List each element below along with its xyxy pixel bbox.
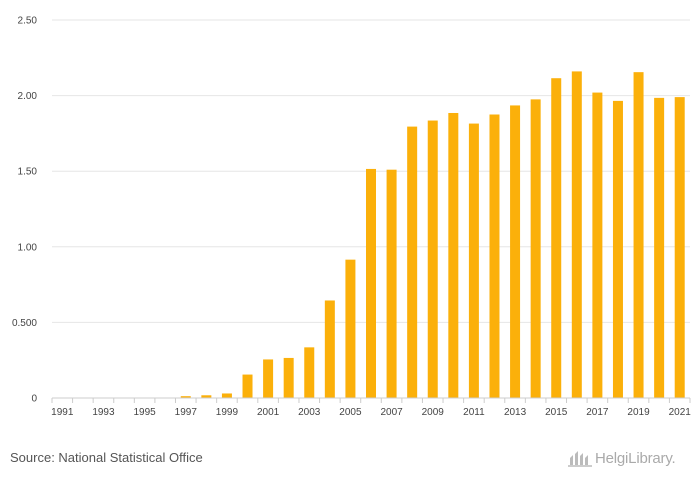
bars (180, 71, 685, 399)
x-tick-label: 1999 (216, 407, 239, 418)
y-axis-tick-labels: 0 0.500 1.00 1.50 2.00 2.50 (12, 16, 37, 405)
x-tick-label: 2019 (627, 407, 650, 418)
bar-1998[interactable] (201, 395, 212, 398)
bar-2011[interactable] (468, 123, 479, 399)
bar-2009[interactable] (427, 120, 438, 398)
x-tick-label: 1997 (175, 407, 198, 418)
y-tick-label: 1.00 (18, 242, 38, 253)
bar-1997[interactable] (180, 396, 191, 398)
bar-2006[interactable] (366, 168, 376, 398)
bar-2015[interactable] (551, 78, 562, 398)
bar-2013[interactable] (510, 105, 521, 398)
source-note: Source: National Statistical Office (10, 450, 203, 465)
bar-2019[interactable] (633, 72, 644, 398)
bar-2001[interactable] (263, 359, 274, 398)
x-tick-label: 1993 (92, 407, 115, 418)
bar-2014[interactable] (530, 99, 541, 398)
x-tick-label: 1991 (51, 407, 74, 418)
x-tick-label: 2015 (545, 407, 568, 418)
x-tick-label: 2003 (298, 407, 321, 418)
y-tick-label: 2.50 (18, 16, 38, 27)
bar-2000[interactable] (242, 374, 253, 398)
bar-2007[interactable] (386, 169, 397, 398)
bar-2017[interactable] (592, 92, 603, 399)
bar-2018[interactable] (612, 100, 623, 398)
x-tick-label: 2005 (339, 407, 362, 418)
x-tick-label: 2007 (380, 407, 403, 418)
y-tick-label: 0 (31, 394, 37, 405)
x-tick-label: 2009 (422, 407, 445, 418)
x-tick-label: 2011 (463, 407, 485, 418)
bar-2003[interactable] (304, 347, 315, 398)
x-tick-label: 2017 (586, 407, 609, 418)
brand-name: HelgiLibrary. (595, 449, 676, 467)
bar-1999[interactable] (221, 393, 232, 398)
x-tick-label: 1995 (133, 407, 156, 418)
bar-2016[interactable] (571, 71, 582, 399)
bar-2021[interactable] (674, 97, 685, 398)
bar-2005[interactable] (345, 259, 356, 398)
library-icon (568, 451, 592, 467)
bar-2020[interactable] (654, 97, 665, 399)
brand-logo[interactable]: HelgiLibrary. (568, 449, 676, 467)
bar-2004[interactable] (324, 300, 335, 398)
x-axis-ticks: 1991 1993 1995 1997 1999 2001 2003 2005 2007 2009… (51, 398, 691, 418)
bar-2012[interactable] (489, 114, 500, 399)
bar-2008[interactable] (407, 126, 418, 398)
bar-2002[interactable] (283, 357, 294, 398)
x-tick-label: 2001 (257, 407, 280, 418)
x-tick-label: 2021 (669, 407, 692, 418)
x-tick-label: 2013 (504, 407, 527, 418)
bar-2010[interactable] (448, 112, 459, 398)
y-tick-label: 1.50 (18, 167, 38, 178)
y-tick-label: 0.500 (12, 318, 37, 329)
y-tick-label: 2.00 (18, 91, 38, 102)
